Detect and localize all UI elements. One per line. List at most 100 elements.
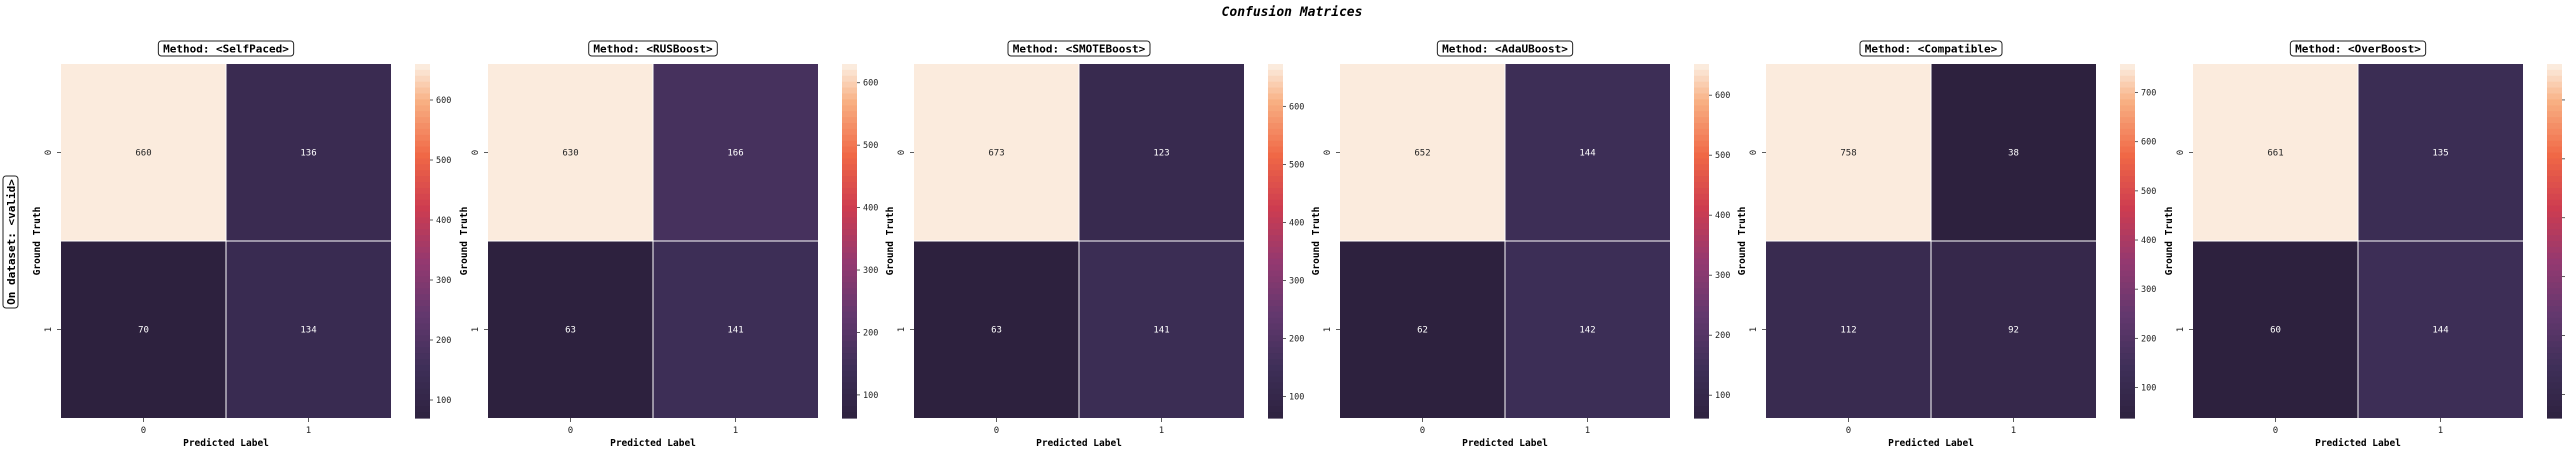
colorbar-segment [1268, 128, 1283, 136]
colorbar-segment [415, 164, 430, 171]
colorbar-tick-label: 100 [2141, 384, 2156, 394]
colorbar-segment [842, 146, 857, 154]
y-tick-label: 0 [2176, 150, 2186, 155]
x-tick-label: 0 [2273, 426, 2278, 436]
colorbar-segment [2120, 117, 2135, 124]
colorbar-segment [2547, 152, 2562, 159]
colorbar-segment [415, 93, 430, 100]
colorbar-segment [415, 406, 430, 413]
colorbar-tick-label: 500 [436, 156, 451, 166]
colorbar-segment [415, 241, 430, 248]
colorbar-segment [842, 305, 857, 313]
colorbar-segment [2547, 382, 2562, 390]
cell-value-label: 652 [1414, 149, 1430, 159]
colorbar-segment [842, 241, 857, 248]
colorbar-segment [842, 288, 857, 295]
y-axis-label: Ground Truth [2164, 207, 2175, 276]
colorbar-segment [1694, 211, 1709, 218]
colorbar-segment [415, 282, 430, 289]
cell-value-label: 123 [1153, 149, 1169, 159]
colorbar-segment [1694, 406, 1709, 413]
colorbar-segment [842, 81, 857, 89]
colorbar-segment [2120, 400, 2135, 407]
colorbar-segment [1694, 93, 1709, 100]
colorbar-segment [842, 164, 857, 171]
panel-title: Method: <AdaUBoost> [1442, 43, 1568, 56]
colorbar-segment [842, 347, 857, 354]
colorbar-segment [2547, 199, 2562, 207]
colorbar-tick-label: 100 [1715, 391, 1730, 401]
x-tick-label: 1 [733, 426, 738, 436]
colorbar-segment [2547, 282, 2562, 289]
cell-value-label: 630 [562, 149, 578, 159]
colorbar-segment [842, 235, 857, 242]
heatmap-cell [488, 241, 653, 418]
colorbar-segment [2547, 140, 2562, 148]
colorbar-segment [842, 400, 857, 407]
colorbar-segment [1268, 400, 1283, 407]
colorbar-segment [1268, 199, 1283, 207]
colorbar-segment [2120, 64, 2135, 71]
colorbar-segment [1268, 388, 1283, 395]
colorbar-segment [1694, 323, 1709, 331]
cell-value-label: 112 [1840, 326, 1856, 336]
colorbar-segment [2120, 87, 2135, 95]
row-label-box [2, 175, 19, 309]
cell-value-label: 70 [138, 326, 149, 336]
colorbar-segment [415, 276, 430, 283]
colorbar-segment [415, 235, 430, 242]
colorbar-segment [2547, 400, 2562, 407]
y-axis-label: Ground Truth [32, 207, 43, 276]
colorbar-segment [1694, 264, 1709, 272]
colorbar-segment [415, 170, 430, 177]
heatmap-cell [1931, 64, 2096, 241]
cell-value-label: 142 [1579, 326, 1595, 336]
colorbar-segment [2120, 335, 2135, 342]
colorbar-segment [2547, 176, 2562, 183]
colorbar-segment [1694, 170, 1709, 177]
panel-title-box [1007, 40, 1151, 57]
colorbar-segment [842, 406, 857, 413]
colorbar-segment [2547, 406, 2562, 413]
colorbar-segment [1268, 276, 1283, 283]
figure-title: Confusion Matrices [1222, 5, 1363, 20]
colorbar-segment [2547, 317, 2562, 325]
colorbar-segment [2547, 187, 2562, 195]
colorbar-segment [1694, 394, 1709, 401]
y-tick-label: 1 [1749, 327, 1759, 332]
colorbar-segment [1694, 69, 1709, 77]
colorbar-segment [842, 211, 857, 218]
colorbar-segment [1694, 128, 1709, 136]
heatmap-cell [2358, 64, 2523, 241]
panel-title-box [1859, 40, 2003, 57]
heatmap-cell [61, 64, 226, 241]
heatmap-cell [914, 64, 1079, 241]
colorbar-segment [2547, 75, 2562, 83]
colorbar-segment [2120, 152, 2135, 159]
y-axis-label: Ground Truth [1311, 207, 1322, 276]
colorbar-segment [2120, 128, 2135, 136]
colorbar-segment [842, 270, 857, 277]
colorbar-segment [2120, 223, 2135, 230]
colorbar-segment [842, 252, 857, 260]
colorbar-tick-label: 400 [1289, 218, 1304, 228]
colorbar-segment [2547, 370, 2562, 378]
x-tick-label: 0 [141, 426, 146, 436]
colorbar-segment [1694, 382, 1709, 390]
colorbar-segment [842, 364, 857, 372]
colorbar-segment [2120, 187, 2135, 195]
colorbar-segment [1694, 123, 1709, 130]
colorbar-segment [2120, 329, 2135, 336]
cell-value-label: 166 [727, 149, 743, 159]
colorbar-segment [415, 123, 430, 130]
colorbar-segment [415, 317, 430, 325]
x-tick-label: 0 [1420, 426, 1425, 436]
colorbar-segment [1268, 264, 1283, 272]
colorbar-tick-label: 200 [863, 328, 878, 338]
colorbar-tick-label: 200 [2141, 334, 2156, 344]
panel-title: Method: <SMOTEBoost> [1013, 43, 1146, 56]
panel-5: Method: <OverBoost> 661 135 60 144 0 1 0 1 Predic… [2164, 40, 2565, 449]
colorbar-segment [1694, 182, 1709, 189]
colorbar-segment [1694, 229, 1709, 236]
colorbar-segment [2547, 264, 2562, 272]
